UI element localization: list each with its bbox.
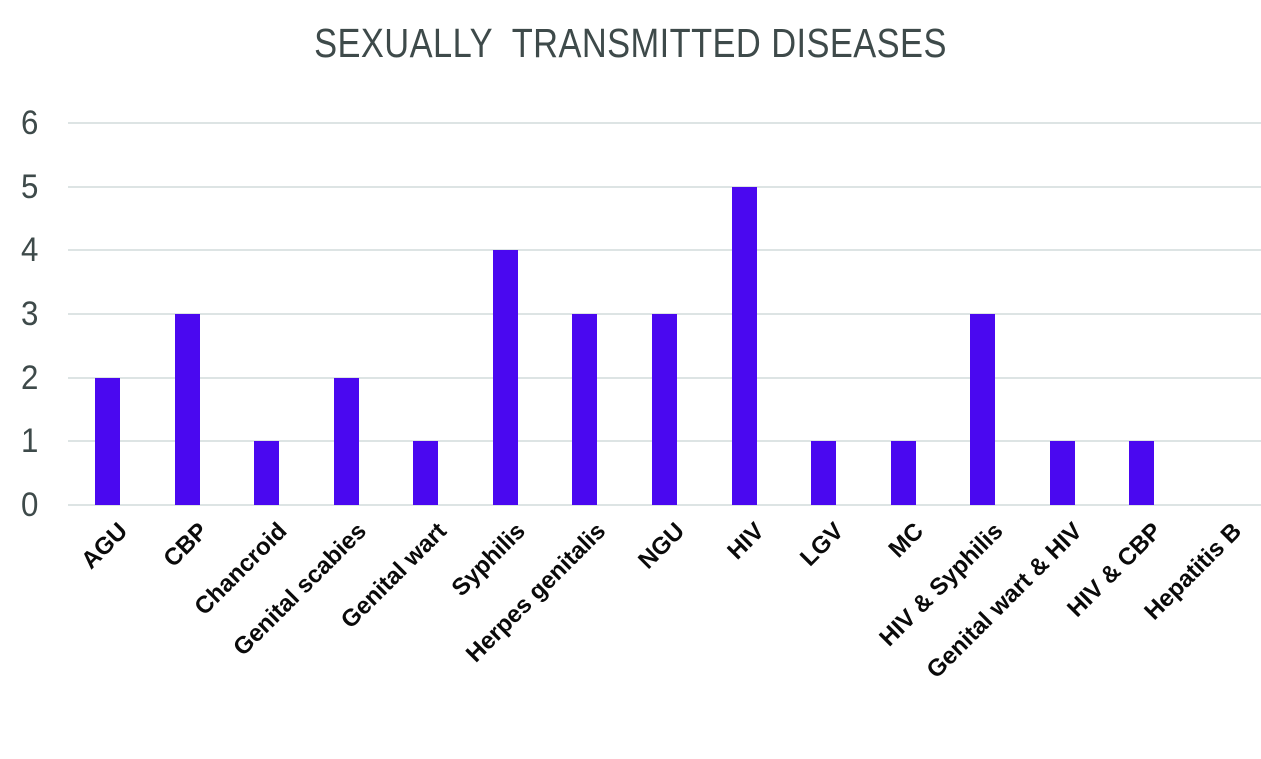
- y-tick-label-1: 1: [20, 422, 39, 461]
- x-tick-label-ngu: NGU: [633, 517, 691, 575]
- gridline-y0: [68, 504, 1261, 506]
- bar-hiv: [731, 186, 757, 505]
- y-tick-label-5: 5: [20, 167, 39, 206]
- y-tick-label-6: 6: [20, 104, 39, 142]
- gridline-y6: [68, 122, 1261, 124]
- bar-agu: [95, 377, 121, 505]
- bar-syphilis: [492, 250, 518, 505]
- bar-ngu: [652, 314, 677, 505]
- x-tick-label-syphilis: Syphilis: [446, 517, 532, 602]
- x-tick-label-mc: MC: [883, 517, 929, 564]
- bar-chancroid: [254, 441, 280, 505]
- gridline-y4: [68, 249, 1261, 252]
- x-tick-label-cbp: CBP: [158, 517, 213, 573]
- bar-genital-scabies: [333, 377, 359, 505]
- bar-genital-wart-hiv: [1049, 441, 1075, 505]
- y-tick-label-4: 4: [20, 231, 39, 270]
- y-tick-label-2: 2: [20, 358, 39, 397]
- x-tick-label-herpes-genitalis: Herpes genitalis: [460, 517, 611, 668]
- y-tick-label-3: 3: [20, 295, 39, 333]
- chart-title: SEXUALLY TRANSMITTED DISEASES: [314, 20, 947, 66]
- plot-area: [68, 122, 1261, 506]
- bar-lgv: [811, 441, 837, 505]
- x-tick-label-hiv: HIV: [722, 517, 770, 565]
- gridline-y5: [68, 185, 1261, 188]
- bar-genital-wart: [413, 441, 439, 505]
- bar-hiv-syphilis: [970, 314, 996, 505]
- x-tick-label-agu: AGU: [76, 517, 134, 575]
- bar-mc: [890, 441, 916, 505]
- bar-hiv-cbp: [1129, 441, 1155, 505]
- x-tick-label-lgv: LGV: [795, 517, 850, 572]
- y-tick-label-0: 0: [20, 486, 39, 524]
- bar-cbp: [174, 314, 200, 505]
- bar-herpes-genitalis: [572, 314, 598, 505]
